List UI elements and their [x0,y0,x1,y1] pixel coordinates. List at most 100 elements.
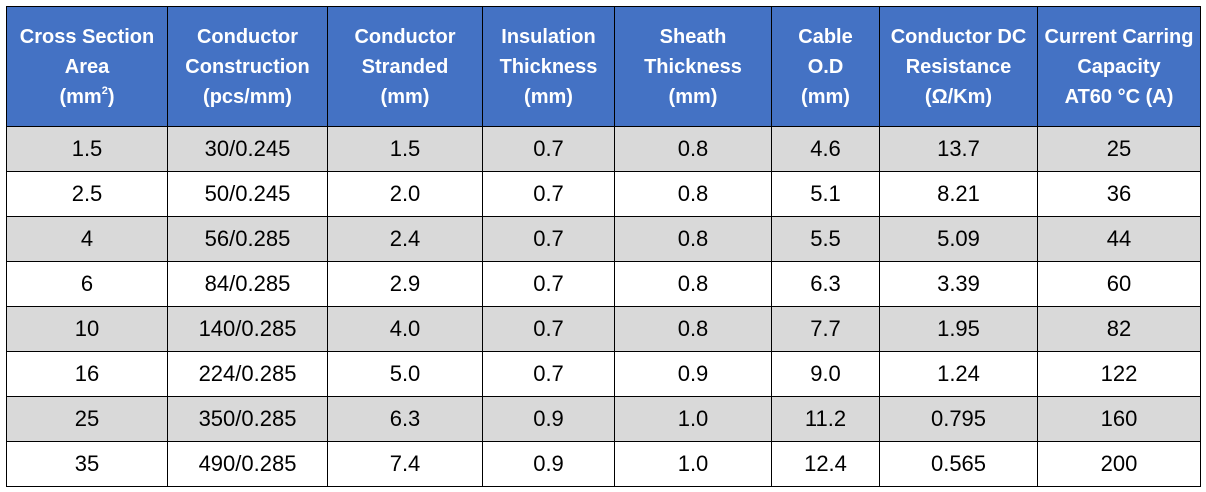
cell-resistance: 1.95 [879,306,1038,352]
unit-superscript: 2 [101,84,108,97]
cell-stranded: 1.5 [327,126,483,172]
cell-stranded: 4.0 [327,306,483,352]
header-line: (mm) [801,85,850,108]
cell-construction: 490/0.285 [167,441,328,487]
header-line: Capacity [1077,55,1161,78]
cell-resistance: 0.565 [879,441,1038,487]
cell-insulation: 0.7 [482,261,615,307]
cell-cross-section: 4 [6,216,168,262]
cell-resistance: 5.09 [879,216,1038,262]
cell-cable-od: 6.3 [771,261,880,307]
header-line: Current Carring [1044,25,1194,48]
header-line: Resistance [905,55,1012,78]
table-row: 4 56/0.285 2.4 0.7 0.8 5.5 5.09 44 [6,216,1201,262]
header-insulation-thickness: Insulation Thickness (mm) [482,6,615,127]
cell-current-capacity: 82 [1037,306,1201,352]
header-line: Sheath [659,25,727,48]
header-line: Conductor [196,25,299,48]
cell-insulation: 0.7 [482,126,615,172]
cell-insulation: 0.9 [482,441,615,487]
cell-stranded: 2.9 [327,261,483,307]
cell-insulation: 0.9 [482,396,615,442]
header-line: Thickness [499,55,598,78]
cell-resistance: 13.7 [879,126,1038,172]
cell-sheath: 0.8 [614,261,772,307]
cell-construction: 350/0.285 [167,396,328,442]
cell-sheath: 1.0 [614,396,772,442]
cell-current-capacity: 200 [1037,441,1201,487]
cell-cable-od: 4.6 [771,126,880,172]
cell-current-capacity: 160 [1037,396,1201,442]
table-row: 16 224/0.285 5.0 0.7 0.9 9.0 1.24 122 [6,351,1201,397]
cell-insulation: 0.7 [482,171,615,217]
cell-resistance: 0.795 [879,396,1038,442]
table-row: 10 140/0.285 4.0 0.7 0.8 7.7 1.95 82 [6,306,1201,352]
cell-cable-od: 11.2 [771,396,880,442]
cell-stranded: 2.4 [327,216,483,262]
header-line: Stranded [361,55,449,78]
unit-prefix: (mm [59,85,102,108]
header-sheath-thickness: Sheath Thickness (mm) [614,6,772,127]
header-conductor-dc-resistance: Conductor DC Resistance (Ω/Km) [879,6,1038,127]
cell-cable-od: 9.0 [771,351,880,397]
cell-construction: 56/0.285 [167,216,328,262]
header-line: (mm) [668,85,718,108]
cell-construction: 224/0.285 [167,351,328,397]
cell-stranded: 6.3 [327,396,483,442]
table-row: 35 490/0.285 7.4 0.9 1.0 12.4 0.565 200 [6,441,1201,487]
cell-insulation: 0.7 [482,306,615,352]
cell-sheath: 0.9 [614,351,772,397]
header-line: Conductor DC [890,25,1027,48]
header-line: (mm) [380,85,430,108]
cell-sheath: 0.8 [614,126,772,172]
unit-suffix: ) [107,85,115,108]
cell-stranded: 5.0 [327,351,483,397]
cell-cross-section: 6 [6,261,168,307]
header-conductor-construction: Conductor Construction (pcs/mm) [167,6,328,127]
header-cable-od: Cable O.D (mm) [771,6,880,127]
cell-resistance: 3.39 [879,261,1038,307]
cell-cable-od: 12.4 [771,441,880,487]
table-row: 2.5 50/0.245 2.0 0.7 0.8 5.1 8.21 36 [6,171,1201,217]
cell-stranded: 7.4 [327,441,483,487]
header-current-carrying-capacity: Current Carring Capacity AT60 °C (A) [1037,6,1201,127]
cell-insulation: 0.7 [482,216,615,262]
cell-stranded: 2.0 [327,171,483,217]
header-cross-section-area: Cross Section Area (mm2) [6,6,168,127]
header-line: Cross Section [19,25,155,48]
cell-current-capacity: 36 [1037,171,1201,217]
cell-construction: 50/0.245 [167,171,328,217]
header-line: Conductor [354,25,456,48]
cell-cross-section: 16 [6,351,168,397]
header-line: AT60 °C (A) [1064,85,1174,108]
table-row: 6 84/0.285 2.9 0.7 0.8 6.3 3.39 60 [6,261,1201,307]
table-row: 25 350/0.285 6.3 0.9 1.0 11.2 0.795 160 [6,396,1201,442]
cell-cable-od: 5.1 [771,171,880,217]
header-line: Cable [798,25,853,48]
cell-current-capacity: 44 [1037,216,1201,262]
cell-sheath: 0.8 [614,216,772,262]
cell-cable-od: 7.7 [771,306,880,352]
cell-current-capacity: 122 [1037,351,1201,397]
header-line: Construction [185,55,310,78]
header-line: (pcs/mm) [203,85,292,108]
cell-construction: 140/0.285 [167,306,328,352]
header-row: Cross Section Area (mm2) Conductor Const… [6,6,1201,127]
cell-current-capacity: 25 [1037,126,1201,172]
header-unit: (mm2) [7,82,167,112]
cell-cross-section: 2.5 [6,171,168,217]
cell-resistance: 1.24 [879,351,1038,397]
cell-construction: 84/0.285 [167,261,328,307]
cell-cable-od: 5.5 [771,216,880,262]
cell-resistance: 8.21 [879,171,1038,217]
header-line: Insulation [501,25,596,48]
cell-sheath: 1.0 [614,441,772,487]
cell-sheath: 0.8 [614,171,772,217]
header-line: O.D [807,55,844,78]
cell-current-capacity: 60 [1037,261,1201,307]
header-line: Thickness [644,55,742,78]
cell-insulation: 0.7 [482,351,615,397]
header-conductor-stranded: Conductor Stranded (mm) [327,6,483,127]
header-line: (mm) [524,85,573,108]
cell-cross-section: 10 [6,306,168,352]
